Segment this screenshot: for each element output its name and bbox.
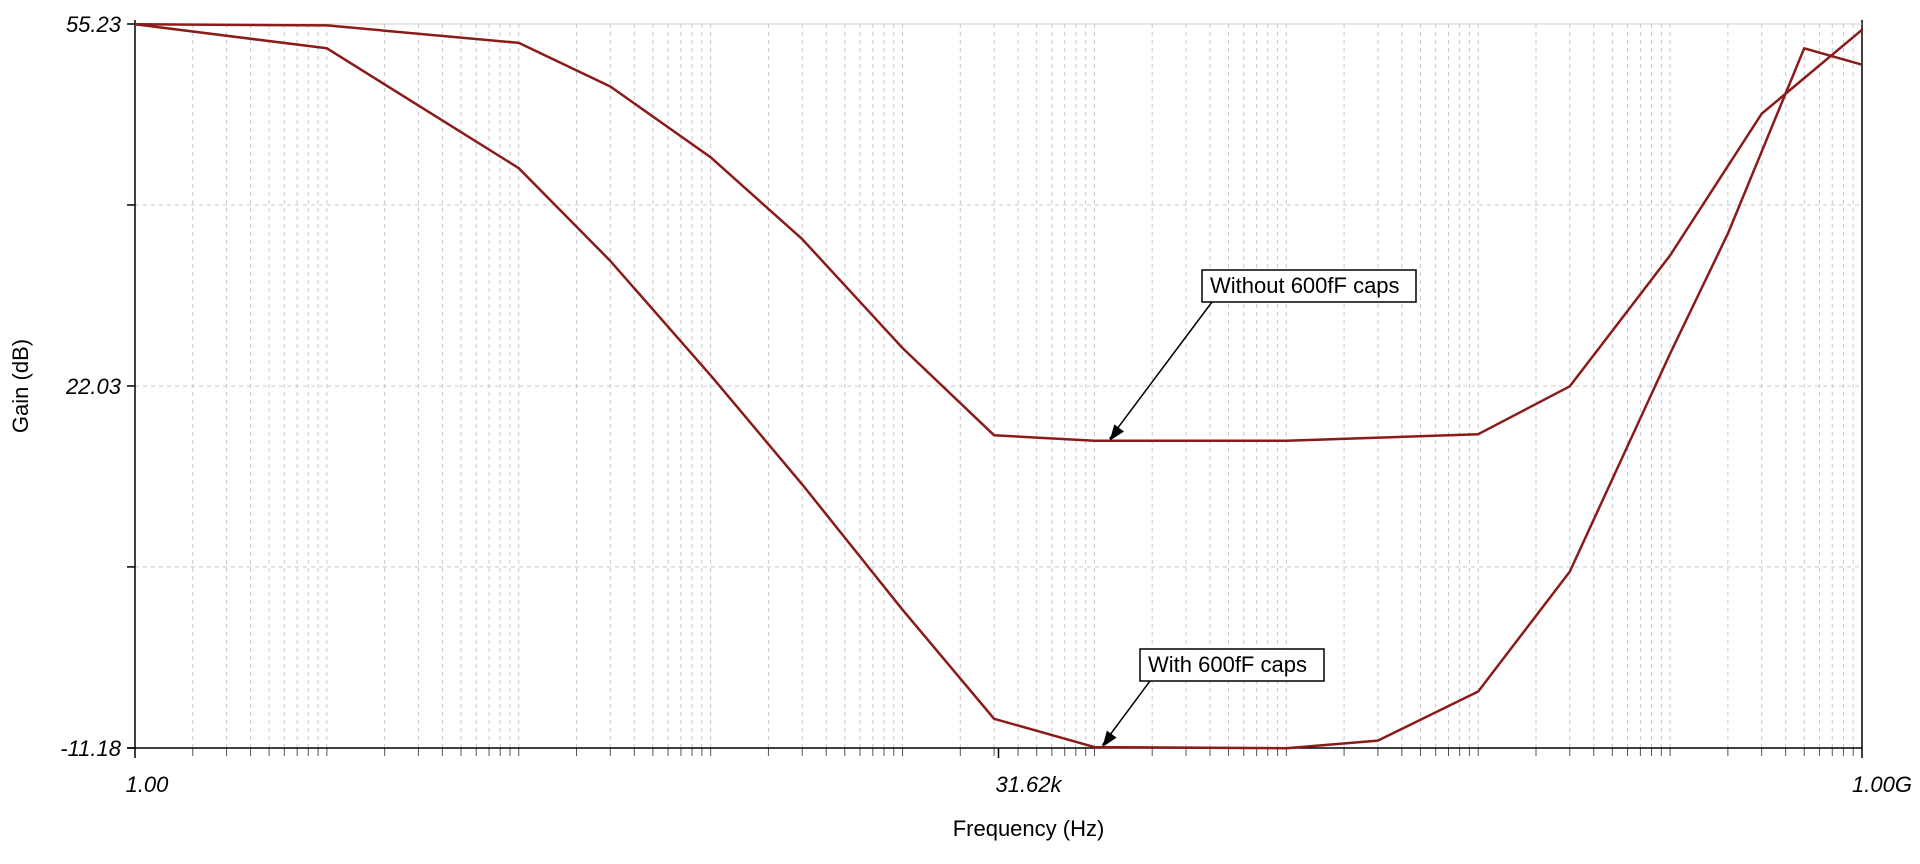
annotation-arrow-line <box>1109 301 1213 440</box>
y-axis-title: Gain (dB) <box>8 339 33 433</box>
annotation-arrowhead <box>1109 424 1124 441</box>
annotation-box <box>1139 648 1325 682</box>
y-tick-label: -11.18 <box>60 736 122 761</box>
y-tick-label: 22.03 <box>65 374 122 399</box>
annotation-label: Without 600fF caps <box>1210 273 1400 298</box>
y-tick-label: 55.23 <box>66 12 122 37</box>
x-tick-label: 31.62k <box>995 772 1062 797</box>
x-tick-label: 1.00 <box>126 772 170 797</box>
annotation-label: With 600fF caps <box>1148 652 1307 677</box>
series-line-without-caps <box>134 23 1863 443</box>
annotation-arrowhead <box>1102 730 1117 748</box>
series-line-with-caps <box>134 23 1863 750</box>
x-tick-label: 1.00G <box>1852 772 1912 797</box>
annotation-box <box>1201 269 1417 303</box>
x-axis-title: Frequency (Hz) <box>953 816 1105 841</box>
